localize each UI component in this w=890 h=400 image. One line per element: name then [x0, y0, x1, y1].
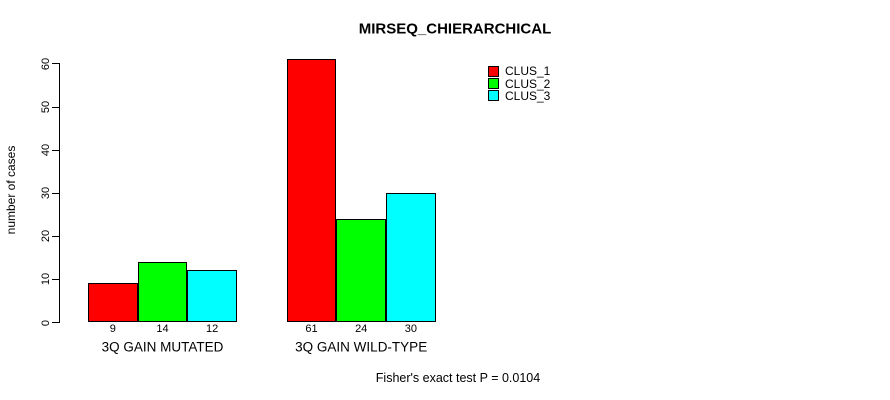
- x-category-label: 3Q GAIN WILD-TYPE: [295, 339, 428, 355]
- bar-value-label: 30: [404, 323, 417, 335]
- annotation-text: Fisher's exact test P = 0.0104: [375, 371, 541, 385]
- bar-clus_1-2: [286, 59, 337, 322]
- bar-value-label: 14: [156, 323, 169, 335]
- y-tick-label: 20: [40, 230, 52, 243]
- y-tick-mark: [52, 278, 59, 280]
- y-tick-mark: [52, 63, 59, 65]
- y-tick-mark: [52, 192, 59, 194]
- y-tick-mark: [52, 149, 59, 151]
- y-axis-line: [59, 63, 60, 323]
- legend-swatch-clus_2: [488, 78, 499, 90]
- bar-value-label: 12: [206, 323, 219, 335]
- legend-label: CLUS_3: [505, 88, 551, 103]
- legend-swatch-clus_3: [488, 90, 499, 102]
- legend-item: CLUS_1: [488, 65, 550, 77]
- y-tick-label: 0: [40, 319, 52, 326]
- bar-clus_2-2: [336, 218, 387, 322]
- y-tick-label: 40: [40, 143, 52, 157]
- bar-value-label: 61: [305, 323, 318, 335]
- y-tick-label: 50: [40, 100, 52, 114]
- y-tick-mark: [52, 322, 59, 323]
- y-tick-mark: [52, 106, 59, 108]
- chart-title: MIRSEQ_CHIERARCHICAL: [358, 20, 552, 38]
- bar-clus_1-1: [88, 283, 138, 322]
- bar-value-label: 9: [109, 323, 116, 335]
- legend: CLUS_1 CLUS_2 CLUS_3: [488, 65, 550, 102]
- bar-clus_2-1: [137, 261, 188, 322]
- y-tick-label: 30: [40, 187, 52, 200]
- legend-label: CLUS_1: [505, 64, 551, 79]
- y-tick-label: 10: [40, 273, 52, 286]
- legend-label: CLUS_2: [505, 76, 551, 91]
- legend-item: CLUS_2: [488, 76, 551, 91]
- y-tick-label: 60: [40, 57, 52, 71]
- y-tick-mark: [52, 235, 59, 237]
- bar-clus_3-2: [386, 192, 436, 322]
- bar-clus_3-1: [187, 270, 237, 322]
- x-category-label: 3Q GAIN MUTATED: [101, 339, 224, 355]
- bar-value-label: 24: [355, 323, 368, 335]
- legend-swatch-clus_1: [488, 65, 499, 77]
- legend-item: CLUS_3: [488, 90, 550, 102]
